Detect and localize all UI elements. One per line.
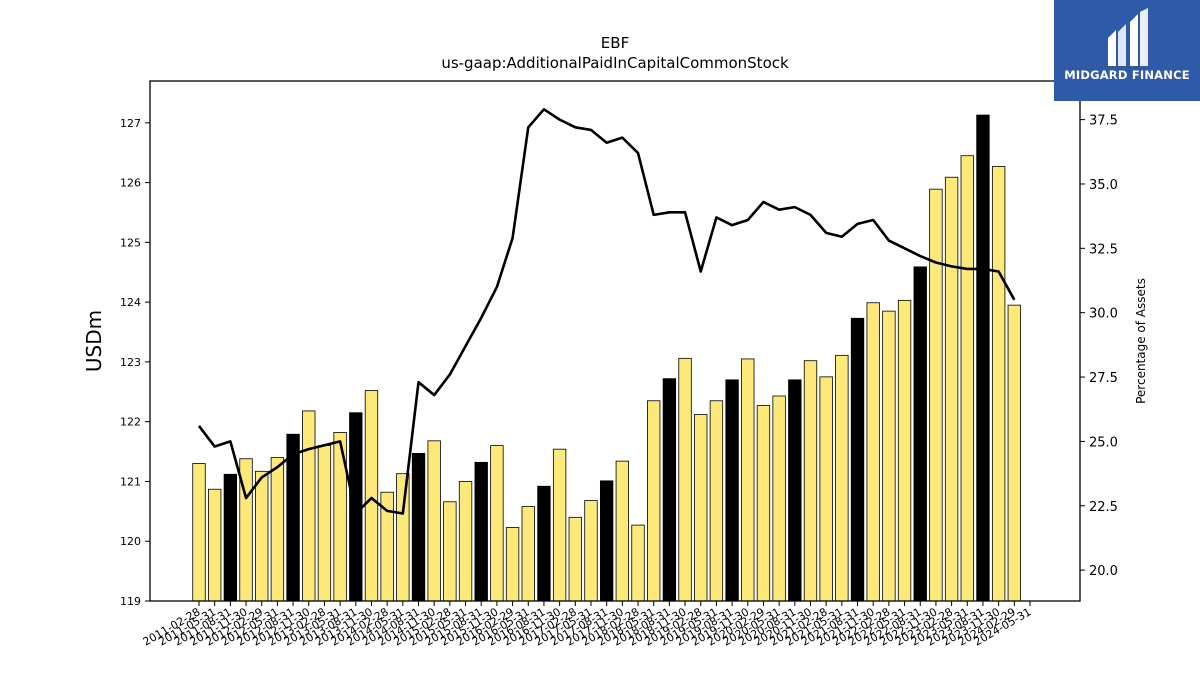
y-tick-label: 126 xyxy=(120,177,141,190)
bar-2014-08-31 xyxy=(411,452,426,602)
bar-2022-05-31 xyxy=(897,299,912,602)
y-tick-label: 120 xyxy=(120,535,141,548)
bar-2021-02-28 xyxy=(819,376,833,602)
bar-2013-08-31 xyxy=(349,412,363,602)
logo-text: MIDGARD FINANCE xyxy=(1064,68,1190,82)
bar-2016-05-31 xyxy=(521,506,535,602)
bar-2018-05-31 xyxy=(647,400,661,602)
bar-2017-08-31 xyxy=(599,480,614,602)
bar-2022-08-31 xyxy=(913,266,927,602)
bar-2019-02-28 xyxy=(694,414,708,602)
y2-tick-label: 25.0 xyxy=(1089,435,1118,450)
company-logo: MIDGARD FINANCE xyxy=(1054,0,1200,101)
bar-2016-08-31 xyxy=(537,485,551,602)
bar-2020-05-31 xyxy=(772,395,786,602)
y2-tick-label: 35.0 xyxy=(1089,178,1118,193)
bar-series xyxy=(192,114,1021,602)
bar-2013-02-28 xyxy=(317,445,332,602)
y2-tick-label: 27.5 xyxy=(1089,371,1118,386)
bar-2018-11-30 xyxy=(678,357,692,602)
bar-2015-05-31 xyxy=(458,481,473,602)
y-tick-label: 125 xyxy=(120,236,141,249)
bar-2019-11-30 xyxy=(741,358,755,602)
bar-2023-08-31 xyxy=(976,114,990,602)
y2-tick-label: 37.5 xyxy=(1089,114,1118,129)
bar-2015-02-28 xyxy=(443,501,457,602)
y-tick-label: 123 xyxy=(120,356,141,369)
bar-2021-11-30 xyxy=(866,302,880,602)
bar-2012-02-29 xyxy=(255,470,269,602)
bar-2019-08-31 xyxy=(725,379,739,602)
chart-subtitle: us-gaap:AdditionalPaidInCapitalCommonSto… xyxy=(441,54,789,72)
y2-axis-label: Percentage of Assets xyxy=(1134,278,1148,404)
y-axis-label: USDm xyxy=(82,310,106,372)
bar-2020-08-31 xyxy=(788,379,802,602)
bar-2011-02-28 xyxy=(192,463,206,602)
axes: 119 120 121 122 123 124 125 126 127 20.0 22.5 25.0 2… xyxy=(120,80,1118,649)
y-tick-label: 119 xyxy=(120,595,141,608)
y-tick-label: 121 xyxy=(120,475,141,488)
bar-2023-11-30 xyxy=(991,166,1006,602)
bar-2015-11-30 xyxy=(490,445,504,602)
percentage-line xyxy=(197,108,1016,515)
bar-2016-02-29 xyxy=(505,527,520,602)
bar-2024-02-29 xyxy=(1007,304,1021,602)
bar-2020-02-29 xyxy=(756,405,771,602)
bar-2018-02-28 xyxy=(631,524,645,602)
bar-2020-11-30 xyxy=(803,360,818,602)
bar-2014-05-31 xyxy=(396,473,410,602)
bar-2021-08-31 xyxy=(850,317,865,602)
y-tick-label: 127 xyxy=(120,117,141,130)
plot-frame xyxy=(149,80,1081,602)
y-tick-label: 122 xyxy=(120,416,141,429)
y2-tick-label: 32.5 xyxy=(1089,242,1118,257)
bar-2013-11-30 xyxy=(364,390,379,602)
bar-2017-02-28 xyxy=(568,516,582,602)
y2-tick-label: 20.0 xyxy=(1089,564,1118,579)
chart-title: EBF xyxy=(601,34,629,52)
bar-2012-11-30 xyxy=(302,410,316,602)
bar-2014-11-30 xyxy=(427,440,441,602)
line-series xyxy=(197,108,1016,515)
bar-2019-05-31 xyxy=(709,400,724,602)
bar-2016-11-30 xyxy=(552,448,567,602)
bar-2023-05-31 xyxy=(960,155,974,602)
bar-2017-05-31 xyxy=(584,500,598,602)
bar-2018-08-31 xyxy=(662,378,677,602)
bar-2012-05-31 xyxy=(270,457,285,602)
y2-tick-label: 22.5 xyxy=(1089,500,1118,515)
y2-tick-label: 30.0 xyxy=(1089,307,1118,322)
bar-2023-02-28 xyxy=(944,176,959,602)
bar-2011-08-31 xyxy=(223,473,238,602)
bar-2021-05-31 xyxy=(835,354,849,602)
bar-2011-05-31 xyxy=(208,488,222,602)
bar-2017-11-30 xyxy=(615,460,630,602)
bar-2015-08-31 xyxy=(474,461,488,602)
midgard-logo-icon xyxy=(1108,8,1148,66)
bar-2022-11-30 xyxy=(929,188,943,602)
bar-2022-02-28 xyxy=(882,310,896,602)
y-tick-label: 124 xyxy=(120,296,141,309)
